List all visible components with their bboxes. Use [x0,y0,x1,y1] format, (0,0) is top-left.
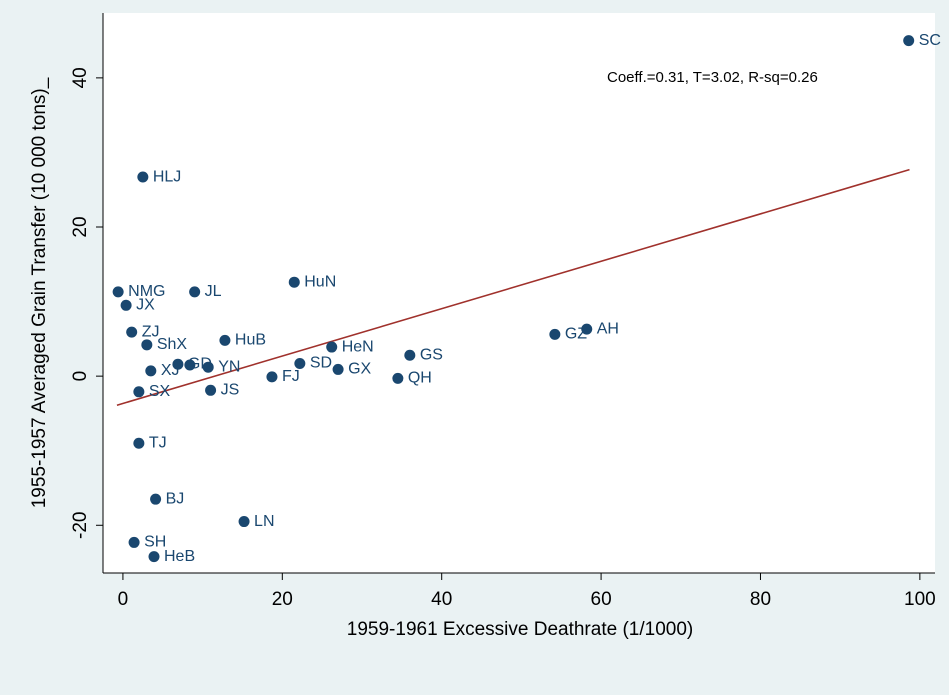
point [126,326,138,338]
point-label: YN [218,358,240,375]
point [219,334,231,346]
point-label: AH [597,320,619,337]
fit-line [116,168,910,406]
point-label: HLJ [153,168,181,185]
point [549,328,561,340]
point [288,276,300,288]
y-axis-title: 1955-1957 Averaged Grain Transfer (10 00… [29,77,50,508]
x-tick-label: 100 [904,589,936,610]
point [332,363,344,375]
point [172,358,184,370]
point-label: JX [136,297,155,314]
point [133,386,145,398]
point-label: TJ [149,434,167,451]
y-tick-label: 20 [70,216,91,237]
point-label: GX [348,361,371,378]
point-label: SX [149,383,171,400]
point-label: HuN [304,273,336,290]
point [326,341,338,353]
point [404,349,416,361]
point [294,357,306,369]
point-label: BJ [166,490,185,507]
point [148,551,160,563]
point [145,365,157,377]
point-label: NMG [128,283,165,300]
y-tick-label: -20 [70,512,91,539]
point [141,339,153,351]
x-tick-label: 20 [272,589,293,610]
x-axis-title: 1959-1961 Excessive Deathrate (1/1000) [347,619,693,640]
point [150,493,162,505]
point [112,286,124,298]
y-tick-label: 40 [70,67,91,88]
x-tick-label: 0 [118,589,129,610]
point [202,361,214,373]
point [120,299,132,311]
point-label: LN [254,513,274,530]
point-label: SH [144,534,166,551]
y-tick-label: 0 [70,371,91,382]
point [137,171,149,183]
annotation: Coeff.=0.31, T=3.02, R-sq=0.26 [607,69,818,86]
point-label: ZJ [142,323,160,340]
point-label: HeB [164,548,195,565]
point-label: ShX [157,336,188,353]
point-label: FJ [282,368,300,385]
point-label: SC [919,32,941,49]
point [903,35,915,47]
x-tick-label: 80 [750,589,771,610]
point [128,536,140,548]
point-label: JL [205,283,222,300]
point-label: JS [221,382,240,399]
x-tick-label: 60 [591,589,612,610]
point-label: SD [310,355,332,372]
point [581,323,593,335]
point-label: GS [420,346,443,363]
point-label: HeN [342,338,374,355]
point-label: QH [408,370,432,387]
plot-area [103,13,935,573]
x-tick-label: 40 [431,589,452,610]
point [184,359,196,371]
point [392,372,404,384]
point [238,516,250,528]
point-label: HuB [235,332,266,349]
point [266,371,278,383]
point [189,286,201,298]
point [133,437,145,449]
point [205,384,217,396]
